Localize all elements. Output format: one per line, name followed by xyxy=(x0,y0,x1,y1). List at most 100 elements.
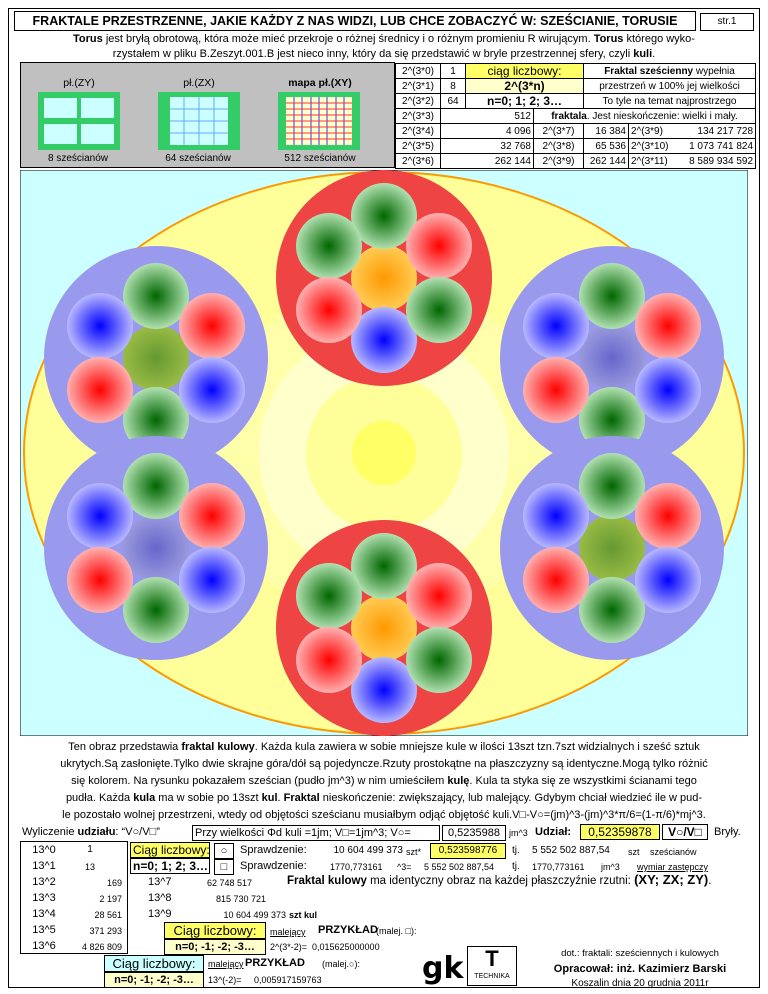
check-value: 10 604 499 373 xyxy=(333,845,403,856)
title: FRAKTALE PRZESTRZENNE, JAKIE KAŻDY Z NAS… xyxy=(14,11,696,31)
cell: 2^(3*11) 8 589 934 592 xyxy=(627,153,757,169)
badge-letter: T xyxy=(485,946,499,971)
power-value: 28 561 xyxy=(94,910,122,920)
text: ukrytych.Są zasłonięte.Tylko dwie skrajn… xyxy=(60,758,708,770)
cell: 1 xyxy=(440,63,466,79)
view-xy xyxy=(278,92,360,150)
text: . xyxy=(277,792,284,804)
cell: 8 xyxy=(440,78,466,94)
bold-text: Fraktal kulowy xyxy=(287,875,367,887)
logo: gk xyxy=(422,951,464,986)
power: 13^1 xyxy=(32,860,56,872)
view-label: pł.(ZX) xyxy=(183,77,215,89)
sphere-cluster xyxy=(276,520,492,736)
unit: szt xyxy=(628,847,640,857)
author: Opracował: inż. Kazimierz Barski xyxy=(553,963,727,975)
sequence-formula: 2^(3*n) xyxy=(465,78,584,94)
view-cell xyxy=(81,124,114,144)
sphere-cluster xyxy=(276,170,492,386)
power: 13^0 xyxy=(32,844,56,856)
text: . Każda kula zawiera w sobie mniejsze ku… xyxy=(254,741,700,753)
cell: 64 xyxy=(440,93,466,109)
intro-bold: Torus xyxy=(593,33,624,45)
check-result: 1770,773161 xyxy=(532,862,585,872)
power: 13^7 xyxy=(148,876,172,888)
view-cell xyxy=(81,98,114,118)
text: . Kula ta styka się ze wszystkimi ściana… xyxy=(469,775,697,787)
example: PRZYKŁAD xyxy=(318,924,378,936)
description-line: pudła. Każda kula ma w sobie po 13szt ku… xyxy=(20,790,748,806)
intro-text: jest bryłą obrotową, która może mieć prz… xyxy=(102,33,594,45)
power: 13^4 xyxy=(32,908,56,920)
sequence-range: n=0; -1; -2; -3… xyxy=(164,939,266,955)
share-ratio: V○/V□ xyxy=(662,824,708,840)
note-text: wypełnia xyxy=(693,65,735,77)
intro-text: rzystałem w pliku B.Zeszyt.001.B jest ni… xyxy=(112,48,634,60)
view-grid xyxy=(286,102,352,140)
bold-text: fraktal kulowy xyxy=(181,741,255,753)
power-column xyxy=(20,841,128,954)
text: pudła. Każda xyxy=(65,792,134,804)
view-grid xyxy=(170,97,228,145)
unit: szt* xyxy=(406,847,422,857)
text: : “V○/V□” xyxy=(115,826,160,838)
place-date: Koszalin dnia 20 grudnia 2011r xyxy=(571,978,709,989)
share-value: 0,52359878 xyxy=(580,824,660,840)
intro-bold: kuli xyxy=(633,48,653,60)
symbol: ○ xyxy=(214,843,234,859)
bold-text: udziału xyxy=(77,826,116,838)
view-caption: 64 sześcianów xyxy=(165,153,231,164)
power-value: 4 826 809 xyxy=(81,942,122,952)
cell: 16 384 xyxy=(583,123,629,139)
cell: 2^(3*10) 1 073 741 824 xyxy=(627,138,757,154)
cell: 2^(3*4) xyxy=(395,123,441,139)
inner-sphere xyxy=(352,421,416,485)
power: 13^2 xyxy=(32,876,56,888)
intro-line: rzystałem w pliku B.Zeszyt.001.B jest ni… xyxy=(20,46,748,62)
note-bold: fraktala xyxy=(551,110,587,122)
page-frame xyxy=(8,8,760,988)
sphere-cluster xyxy=(44,436,268,660)
cell: 512 xyxy=(440,108,534,124)
unit: szt kul xyxy=(289,910,318,920)
check-result: 5 552 502 887,54 xyxy=(532,845,610,856)
calc-given: Przy wielkości Φd kuli =1jm; V□=1jm^3; V… xyxy=(192,825,440,841)
note: fraktala. Jest nieskończenie: wielki i m… xyxy=(532,108,757,124)
cell: 32 768 xyxy=(440,138,534,154)
description-line: ukrytych.Są zasłonięte.Tylko dwie skrajn… xyxy=(20,756,748,772)
check-value: 5 552 502 887,54 xyxy=(424,862,495,872)
check-label: Sprawdzenie: xyxy=(240,844,307,856)
intro-text: którego wyko- xyxy=(623,33,695,45)
calc-volume: 0,5235988 xyxy=(442,825,506,841)
view-zy xyxy=(38,92,120,150)
calc-unit: jm^3 xyxy=(509,828,528,838)
power-value: 62 748 517 xyxy=(206,878,252,888)
text: ma w sobie po 13szt xyxy=(155,792,262,804)
sequence-range: n=0; 1; 2; 3… xyxy=(130,858,210,874)
view-cell xyxy=(44,124,77,144)
power: 13^3 xyxy=(32,892,56,904)
text: (malej.○): xyxy=(322,959,360,969)
cell-text: 134 217 728 xyxy=(697,125,754,137)
cell: 2^(3*3) xyxy=(395,108,441,124)
check-ratio: 0,523598776 xyxy=(430,843,506,859)
view-zx xyxy=(158,92,240,150)
cell: 65 536 xyxy=(583,138,629,154)
power: 13^6 xyxy=(32,940,56,952)
example: PRZYKŁAD xyxy=(245,957,305,969)
text: . xyxy=(708,875,712,887)
view-cell xyxy=(44,98,77,118)
sequence-label: Ciąg liczbowy: xyxy=(130,842,210,858)
text: Wyliczenie xyxy=(22,826,78,838)
bold-text: kul xyxy=(261,792,278,804)
topic: dot.: fraktali: sześciennych i kulowych xyxy=(561,948,719,959)
power: 13^8 xyxy=(148,892,172,904)
note: Fraktal sześcienny wypełnia xyxy=(582,63,757,79)
text: ma identyczny obraz na każdej płaszczyźn… xyxy=(366,875,635,887)
text: 2^(3*-2)= xyxy=(270,942,307,952)
text: Ten obraz przedstawia xyxy=(68,741,182,753)
cell: 2^(3*5) xyxy=(395,138,441,154)
description-line: Ten obraz przedstawia fraktal kulowy. Ka… xyxy=(20,739,748,755)
bold-text: (XY; ZX; ZY) xyxy=(634,872,709,887)
